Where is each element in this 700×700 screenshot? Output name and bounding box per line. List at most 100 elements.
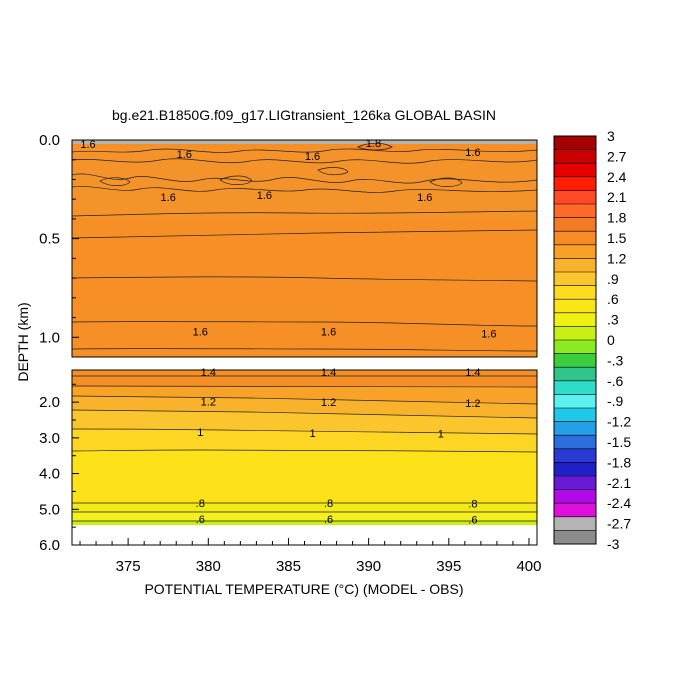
lower-contour-labels: 1.4 1.4 1.4 1.2 1.2 1.2 1 1 1 .8 .8 .8 .6 .6 .6 — [196, 367, 481, 526]
y-tick-label: 1.0 — [39, 329, 60, 346]
colorbar-label: -1.8 — [607, 454, 631, 470]
x-tick-label: 400 — [516, 558, 541, 575]
x-axis-label: POTENTIAL TEMPERATURE (°C) (MODEL - OBS) — [144, 581, 463, 597]
upper-fill-band — [72, 146, 537, 218]
x-tick-label: 385 — [276, 558, 301, 575]
colorbar-label: 3 — [607, 128, 615, 144]
y-tick-label: 5.0 — [39, 501, 60, 518]
colorbar-segment — [554, 462, 596, 477]
colorbar-segment — [554, 448, 596, 463]
colorbar-segment — [554, 272, 596, 286]
upper-contour-lines — [72, 142, 537, 352]
colorbar-segment — [554, 176, 596, 191]
colorbar-segment — [554, 489, 596, 504]
colorbar-segment — [554, 340, 596, 354]
colorbar-segment — [554, 435, 596, 450]
colorbar-label: .3 — [607, 312, 619, 328]
contour-label: 1.6 — [465, 147, 480, 159]
colorbar-label: -1.5 — [607, 434, 631, 450]
colorbar-segment — [554, 204, 596, 218]
colorbar-label: 2.7 — [607, 148, 627, 164]
contour-label: .8 — [468, 499, 477, 511]
lower-band-6 — [72, 450, 537, 503]
colorbar-label: -.9 — [607, 393, 624, 409]
lower-band-9 — [72, 521, 537, 525]
colorbar-label: 2.4 — [607, 169, 627, 185]
colorbar-segment — [554, 353, 596, 368]
lower-panel: 1.4 1.4 1.4 1.2 1.2 1.2 1 1 1 .8 .8 .8 .6 .6 .6 2.0 3.0… — [39, 367, 541, 575]
lower-y-ticks: 2.0 3.0 4.0 5.0 6.0 — [39, 383, 79, 554]
lower-band-4 — [72, 410, 537, 434]
colorbar-label: -.6 — [607, 373, 624, 389]
upper-y-ticks: 0.0 0.5 1.0 — [39, 132, 79, 346]
colorbar-segment — [554, 503, 596, 518]
contour-label: 1.6 — [161, 192, 176, 204]
y-tick-label: 4.0 — [39, 466, 60, 483]
contour-label: 1.6 — [305, 151, 320, 163]
colorbar-segment — [554, 312, 596, 327]
y-tick-label: 2.0 — [39, 394, 60, 411]
colorbar-segment — [554, 244, 596, 259]
colorbar-label: 1.5 — [607, 230, 627, 246]
x-axis-ticks: 375 380 385 390 395 400 — [79, 538, 541, 575]
colorbar-frame — [553, 135, 597, 545]
colorbar-label: 1.8 — [607, 210, 627, 226]
chart-title: bg.e21.B1850G.f09_g17.LIGtransient_126ka… — [112, 107, 496, 123]
lower-band-7 — [72, 503, 537, 512]
upper-panel: 1.6 1.6 1.6 1.6 1.8 1.6 1.6 1.6 1.6 1.6 1.6 0.0 0.5… — [39, 132, 538, 358]
contour-label: .6 — [196, 514, 205, 526]
colorbar-segment — [554, 258, 596, 273]
colorbar-label: -.3 — [607, 352, 624, 368]
contour-label: .6 — [468, 514, 477, 526]
contour-label: 1.6 — [193, 326, 208, 338]
colorbar-label: 1.2 — [607, 250, 627, 266]
colorbar-segment — [554, 285, 596, 300]
upper-contour-labels: 1.6 1.6 1.6 1.6 1.8 1.6 1.6 1.6 1.6 1.6 1.6 — [80, 138, 496, 340]
colorbar-segment — [554, 421, 596, 436]
colorbar-segment — [554, 190, 596, 205]
colorbar-segment — [554, 530, 596, 545]
contour-label: 1.2 — [201, 396, 216, 408]
contour-label: 1.6 — [80, 139, 95, 151]
contour-label: 1.6 — [321, 326, 336, 338]
colorbar-segment — [554, 394, 596, 409]
colorbar-label: .9 — [607, 271, 619, 287]
contour-label: .6 — [324, 514, 333, 526]
colorbar-segment — [554, 136, 596, 150]
contour-label: 1.4 — [201, 367, 216, 379]
colorbar-segment — [554, 380, 596, 395]
contour-label: 1.6 — [177, 149, 192, 161]
colorbar-segment — [554, 367, 596, 382]
colorbar-segment — [554, 163, 596, 178]
colorbar: 3 2.7 2.4 2.1 1.8 1.5 1.2 .9 .6 .3 0 -.3 -.6 -.9 -1.2 -… — [553, 128, 631, 552]
contour-label: 1 — [438, 429, 444, 441]
colorbar-segment — [554, 326, 596, 341]
colorbar-segment — [554, 299, 596, 314]
contour-label: 1.2 — [465, 398, 480, 410]
colorbar-segment — [554, 217, 596, 232]
contour-label: 1.4 — [465, 367, 480, 379]
contour-label: .8 — [196, 498, 205, 510]
x-tick-label: 395 — [436, 558, 461, 575]
upper-surface-strip — [72, 140, 537, 144]
y-axis-label: DEPTH (km) — [15, 302, 31, 381]
contour-label: .8 — [324, 498, 333, 510]
contour-label: 1 — [197, 427, 203, 439]
colorbar-label: 2.1 — [607, 189, 627, 205]
colorbar-segment — [554, 231, 596, 246]
x-tick-label: 390 — [356, 558, 381, 575]
y-tick-label: 3.0 — [39, 430, 60, 447]
x-tick-label: 375 — [116, 558, 141, 575]
upper-frame — [71, 139, 538, 358]
contour-label: 1.6 — [481, 328, 496, 340]
colorbar-segment — [554, 476, 596, 490]
colorbar-label: -2.1 — [607, 475, 631, 491]
contour-label: 1 — [309, 428, 315, 440]
y-tick-label: 0.0 — [39, 132, 60, 149]
lower-band-2 — [72, 386, 537, 404]
colorbar-segment — [554, 149, 596, 164]
colorbar-label: -1.2 — [607, 414, 631, 430]
contour-label: 1.6 — [257, 190, 272, 202]
colorbar-label: -2.7 — [607, 516, 631, 532]
